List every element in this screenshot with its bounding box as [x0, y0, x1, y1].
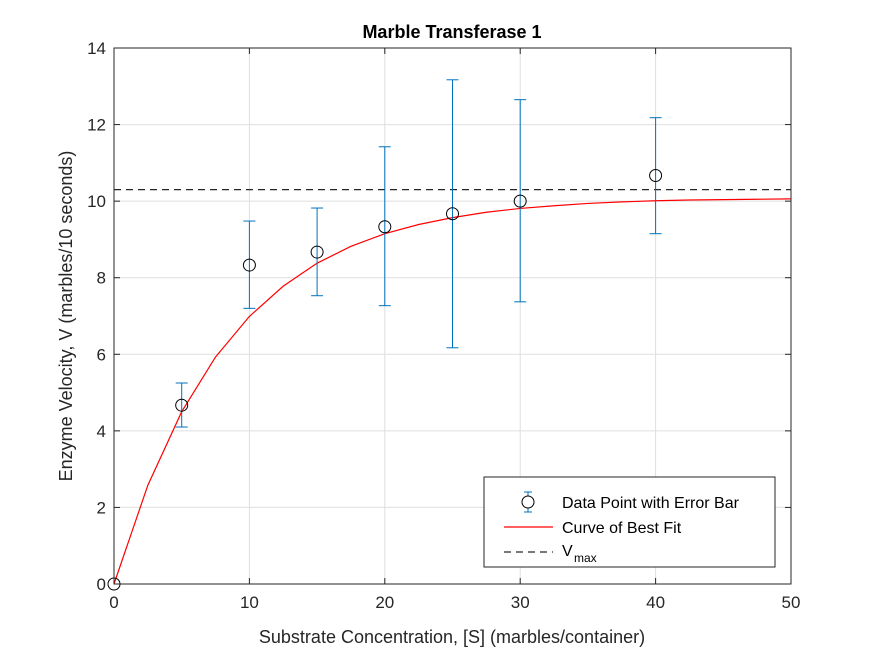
- plot-content: [107, 79, 792, 591]
- x-tick-label: 40: [646, 593, 665, 612]
- x-axis-label: Substrate Concentration, [S] (marbles/co…: [259, 627, 645, 647]
- data-point-marker: [175, 398, 189, 412]
- x-tick-label: 30: [511, 593, 530, 612]
- x-tick-label: 10: [240, 593, 259, 612]
- y-tick-label: 14: [87, 39, 106, 58]
- data-point-group: [378, 146, 392, 307]
- x-tick-label: 0: [109, 593, 118, 612]
- legend-label-data: Data Point with Error Bar: [562, 495, 740, 512]
- data-point-marker: [378, 220, 392, 234]
- legend-marker: [521, 495, 535, 509]
- legend-label-fit: Curve of Best Fit: [562, 520, 682, 537]
- tick-labels: 0 10 20 30 40 50 0 2 4 6 8 10 12 14: [87, 39, 800, 612]
- data-point-group: [446, 79, 459, 349]
- ticks: [113, 47, 792, 585]
- y-tick-label: 0: [97, 575, 106, 594]
- chart-title: Marble Transferase 1: [362, 22, 541, 42]
- data-point-group: [242, 220, 256, 309]
- y-axis-label: Enzyme Velocity, V (marbles/10 seconds): [56, 151, 76, 482]
- legend: Data Point with Error Bar Curve of Best F…: [483, 476, 776, 568]
- data-point-marker: [242, 258, 256, 272]
- axes-box: [113, 47, 792, 585]
- y-tick-label: 4: [97, 422, 106, 441]
- y-tick-label: 8: [97, 269, 106, 288]
- y-tick-label: 2: [97, 498, 106, 517]
- legend-label-vmax: V: [562, 543, 573, 560]
- data-point-marker: [310, 245, 324, 259]
- y-tick-label: 12: [87, 116, 106, 135]
- data-point-group: [175, 382, 189, 428]
- legend-entries: Data Point with Error Bar Curve of Best F…: [504, 491, 740, 565]
- data-point-group: [310, 207, 324, 297]
- legend-label-vmax-subscript: max: [574, 551, 597, 565]
- x-tick-label: 50: [782, 593, 801, 612]
- y-tick-label: 6: [97, 345, 106, 364]
- data-point-group: [649, 117, 663, 235]
- data-point-marker: [446, 207, 459, 221]
- y-tick-label: 10: [87, 192, 106, 211]
- x-tick-label: 20: [375, 593, 394, 612]
- data-point-group: [513, 99, 527, 303]
- data-point-marker: [649, 168, 663, 182]
- data-point-marker: [513, 194, 527, 208]
